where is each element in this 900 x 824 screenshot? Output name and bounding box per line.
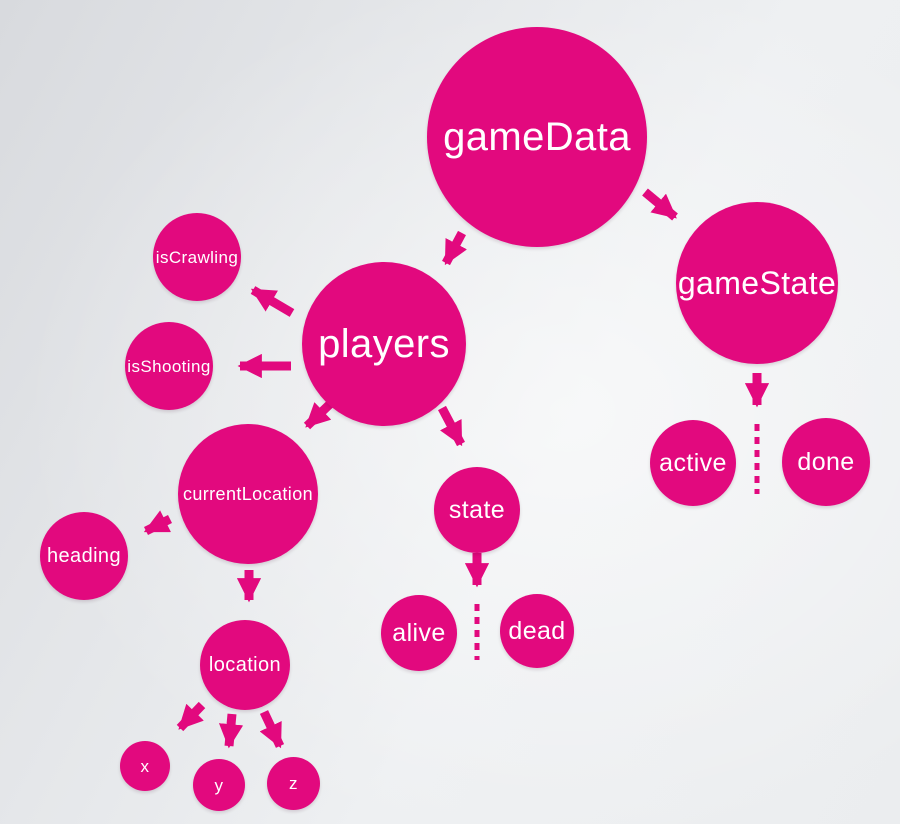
node-y-label: y [214, 775, 224, 795]
node-state: state [434, 467, 520, 553]
node-heading: heading [40, 512, 128, 600]
node-players: players [302, 262, 466, 426]
arrow-players-state [438, 405, 465, 447]
node-z-label: z [289, 774, 298, 793]
node-gamestate: gameState [676, 202, 838, 364]
node-gamedata: gameData [427, 27, 647, 247]
arrow-location-z [259, 710, 285, 749]
node-y: y [193, 759, 245, 811]
node-currentlocation-label: currentLocation [182, 484, 314, 504]
arrow-players-currentlocation [303, 400, 334, 430]
arrow-gamedata-players [442, 230, 468, 266]
node-isshooting-label: isShooting [127, 356, 211, 376]
node-x-label: x [140, 756, 150, 776]
node-active: active [650, 420, 736, 506]
node-z: z [267, 757, 320, 810]
node-location: location [200, 620, 290, 710]
node-dead: dead [500, 594, 574, 668]
node-alive-label: alive [392, 618, 446, 647]
node-done: done [782, 418, 870, 506]
arrow-gamedata-gamestate [642, 188, 678, 221]
node-state-label: state [448, 495, 506, 524]
node-isshooting: isShooting [125, 322, 213, 410]
node-alive: alive [381, 595, 457, 671]
arrow-currentlocation-heading [143, 510, 173, 536]
node-x: x [120, 741, 170, 791]
node-heading-label: heading [47, 545, 121, 567]
arrow-location-x [176, 701, 206, 732]
arrow-location-y [218, 713, 244, 749]
node-iscrawling: isCrawling [153, 213, 241, 301]
node-active-label: active [659, 448, 727, 477]
node-dead-label: dead [508, 616, 566, 645]
arrow-players-iscrawling [250, 286, 295, 317]
node-done-label: done [797, 447, 855, 476]
node-players-label: players [318, 322, 450, 366]
node-gamestate-label: gameState [677, 265, 837, 301]
node-gamedata-label: gameData [443, 115, 631, 159]
node-currentlocation: currentLocation [178, 424, 318, 564]
node-iscrawling-label: isCrawling [155, 247, 239, 267]
node-location-label: location [208, 654, 282, 676]
